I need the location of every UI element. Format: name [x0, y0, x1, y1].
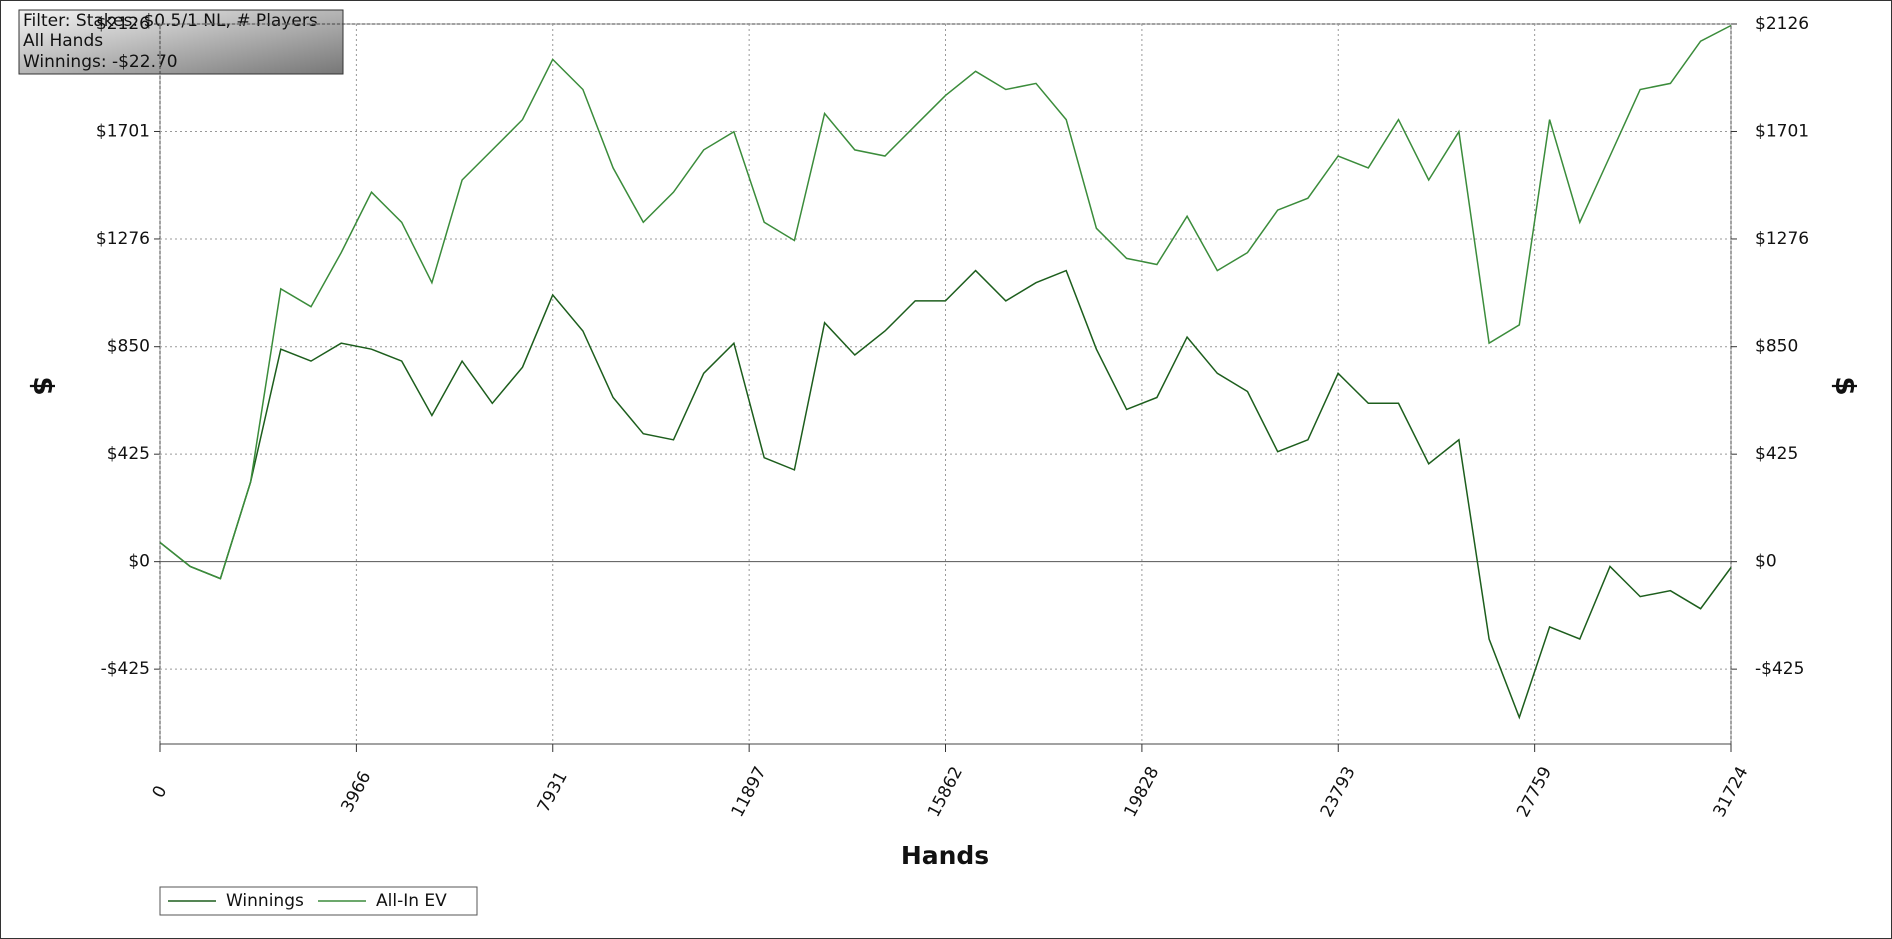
- y2-tick-label: $0: [1755, 552, 1777, 572]
- y-tick-label: $850: [107, 337, 150, 357]
- y-axis-title: $: [27, 376, 60, 395]
- info-line: All Hands: [23, 31, 103, 51]
- x-axis-title: Hands: [901, 841, 989, 870]
- y2-tick-label: $1276: [1755, 229, 1809, 249]
- y-tick-label: $425: [107, 444, 150, 464]
- y2-tick-label: $1701: [1755, 121, 1809, 141]
- y-tick-label: $2126: [96, 14, 150, 34]
- info-box: [18, 9, 344, 75]
- legend-label: Winnings: [226, 891, 304, 911]
- series-line: [159, 24, 1732, 580]
- y2-tick-label: -$425: [1755, 659, 1804, 679]
- series-line: [159, 269, 1732, 720]
- y2-tick-label: $425: [1755, 444, 1798, 464]
- info-line: Winnings: -$22.70: [23, 52, 178, 72]
- y-tick-label: $1276: [96, 229, 150, 249]
- y2-tick-label: $850: [1755, 337, 1798, 357]
- info-line: Filter: Stakes: $0.5/1 NL, # Players: [23, 11, 318, 31]
- y-tick-label: -$425: [101, 659, 150, 679]
- y-tick-label: $0: [128, 552, 150, 572]
- y2-axis-title: $: [1829, 376, 1862, 395]
- y-tick-label: $1701: [96, 121, 150, 141]
- y2-tick-label: $2126: [1755, 14, 1809, 34]
- legend-label: All-In EV: [376, 891, 447, 911]
